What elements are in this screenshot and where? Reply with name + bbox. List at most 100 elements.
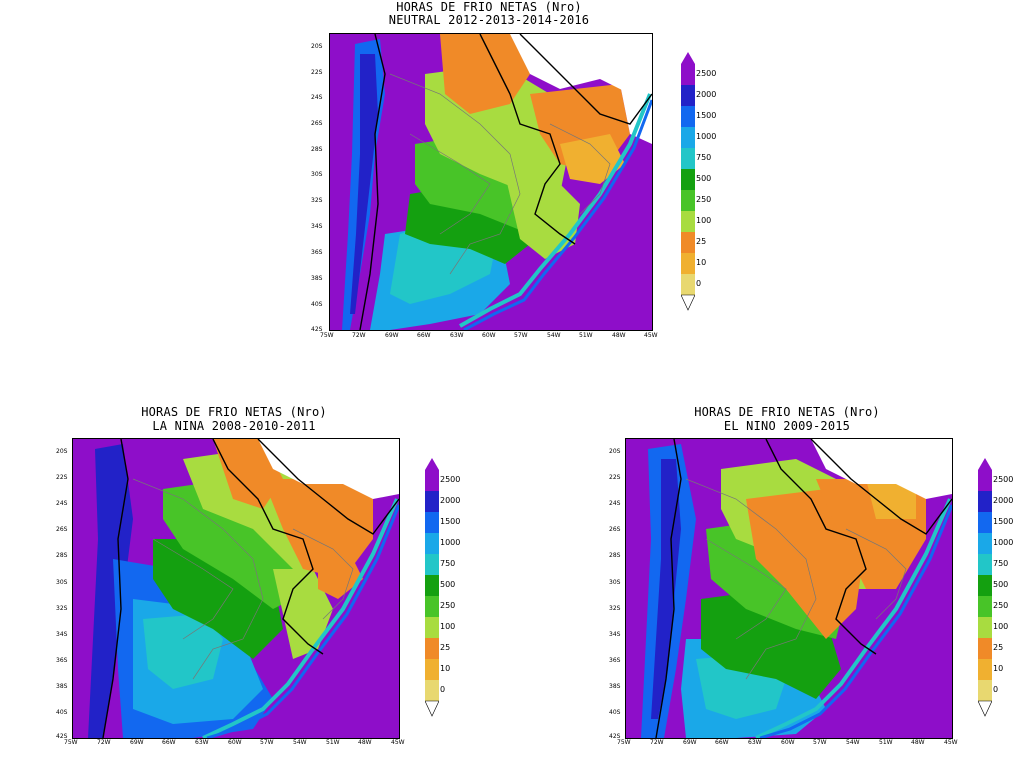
coast-band-blue bbox=[206, 504, 399, 738]
lon-label: 60W bbox=[781, 739, 795, 746]
lon-label: 60W bbox=[228, 739, 242, 746]
colorbar-label: 750 bbox=[993, 559, 1009, 568]
region-100b bbox=[273, 569, 333, 659]
region-white-2 bbox=[620, 79, 652, 144]
colorbar-label: 1000 bbox=[440, 538, 461, 547]
lat-label: 40S bbox=[609, 709, 621, 716]
lon-label: 45W bbox=[644, 332, 658, 339]
lat-label: 30S bbox=[609, 579, 621, 586]
coast-band-cyan bbox=[459, 93, 652, 328]
colorbar-label: 2000 bbox=[440, 496, 461, 505]
colorbar-label: 1500 bbox=[440, 517, 461, 526]
region-25 bbox=[213, 439, 283, 509]
province-borders bbox=[389, 73, 521, 275]
colorbar-label: 0 bbox=[993, 685, 999, 694]
region-white bbox=[811, 439, 952, 499]
country-borders bbox=[655, 439, 682, 738]
colorbar: 2500 2000 1500 1000 750 500 250 100 25 1… bbox=[978, 458, 1024, 718]
panel-nina: HORAS DE FRIO NETAS (Nro) LA NINA 2008-2… bbox=[0, 400, 512, 768]
lat-label: 24S bbox=[609, 500, 621, 507]
colorbar-label: 100 bbox=[993, 622, 1009, 631]
coast-band-cyan bbox=[755, 498, 952, 738]
country-borders-3 bbox=[257, 439, 399, 535]
colorbar-label: 2500 bbox=[993, 475, 1014, 484]
lat-label: 36S bbox=[56, 657, 68, 664]
lon-label: 66W bbox=[162, 739, 176, 746]
country-borders bbox=[359, 34, 386, 330]
lon-label: 51W bbox=[579, 332, 593, 339]
lat-label: 38S bbox=[311, 275, 323, 282]
colorbar-label: 10 bbox=[696, 258, 707, 267]
colorbar-label: 2500 bbox=[696, 69, 717, 78]
colorbar-label: 100 bbox=[440, 622, 456, 631]
colorbar-label: 0 bbox=[696, 279, 702, 288]
country-borders-3 bbox=[519, 34, 652, 125]
lat-label: 34S bbox=[609, 631, 621, 638]
province-borders-3 bbox=[292, 528, 354, 620]
panel-nino: HORAS DE FRIO NETAS (Nro) EL NINO 2009-2… bbox=[512, 400, 1024, 768]
lon-label: 54W bbox=[547, 332, 561, 339]
lon-label: 72W bbox=[97, 739, 111, 746]
lon-label: 45W bbox=[944, 739, 958, 746]
lat-label: 34S bbox=[56, 631, 68, 638]
colorbar-label: 250 bbox=[440, 601, 456, 610]
ocean-margin bbox=[330, 34, 350, 330]
map-frame bbox=[625, 438, 953, 739]
lat-label: 28S bbox=[311, 146, 323, 153]
panel-title-line1: HORAS DE FRIO NETAS (Nro) bbox=[141, 405, 327, 419]
colorbar-label: 500 bbox=[696, 174, 712, 183]
lon-label: 69W bbox=[130, 739, 144, 746]
lon-label: 66W bbox=[715, 739, 729, 746]
choropleth-map bbox=[330, 34, 652, 330]
coast-band-blue bbox=[759, 504, 952, 738]
lat-label: 30S bbox=[56, 579, 68, 586]
lat-label: 32S bbox=[311, 197, 323, 204]
lat-label: 32S bbox=[56, 605, 68, 612]
colorbar-label: 500 bbox=[993, 580, 1009, 589]
colorbar-label: 500 bbox=[440, 580, 456, 589]
colorbar-label: 250 bbox=[993, 601, 1009, 610]
lon-label: 75W bbox=[64, 739, 78, 746]
lat-label: 20S bbox=[311, 43, 323, 50]
province-borders-3 bbox=[845, 528, 907, 620]
lat-label: 28S bbox=[609, 552, 621, 559]
colorbar-arrow-top bbox=[681, 52, 695, 64]
region-750 bbox=[143, 614, 223, 689]
map-frame bbox=[329, 33, 653, 331]
panel-title-line2: EL NINO 2009-2015 bbox=[723, 419, 851, 433]
colorbar-label: 25 bbox=[440, 643, 451, 652]
lat-label: 22S bbox=[311, 69, 323, 76]
colorbar-label: 1500 bbox=[993, 517, 1014, 526]
lat-label: 42S bbox=[311, 326, 323, 333]
region-2000 bbox=[350, 54, 378, 314]
colorbar-label: 1000 bbox=[993, 538, 1014, 547]
lon-label: 75W bbox=[617, 739, 631, 746]
lon-label: 63W bbox=[195, 739, 209, 746]
lat-label: 20S bbox=[609, 448, 621, 455]
panel-neutral: HORAS DE FRIO NETAS (Nro) NEUTRAL 2012-2… bbox=[0, 0, 1024, 360]
country-borders-2 bbox=[212, 439, 324, 655]
lat-label: 42S bbox=[609, 733, 621, 740]
colorbar-label: 250 bbox=[696, 195, 712, 204]
lat-label: 42S bbox=[56, 733, 68, 740]
colorbar-swatches bbox=[425, 458, 439, 717]
colorbar-label: 25 bbox=[696, 237, 707, 246]
colorbar: 2500 2000 1500 1000 750 500 250 100 25 1… bbox=[681, 52, 731, 312]
region-25 bbox=[440, 34, 530, 114]
lon-label: 45W bbox=[391, 739, 405, 746]
colorbar-label: 1000 bbox=[696, 132, 717, 141]
lon-label: 57W bbox=[260, 739, 274, 746]
colorbar-label: 0 bbox=[440, 685, 446, 694]
colorbar-arrow-bottom bbox=[681, 294, 695, 311]
lat-label: 26S bbox=[609, 526, 621, 533]
colorbar-label: 750 bbox=[696, 153, 712, 162]
coast-band-cyan bbox=[202, 498, 399, 738]
colorbar-swatches bbox=[681, 52, 695, 311]
province-borders-3 bbox=[549, 123, 611, 215]
region-white bbox=[258, 439, 399, 499]
lat-label: 22S bbox=[609, 474, 621, 481]
lon-label: 51W bbox=[326, 739, 340, 746]
lat-label: 26S bbox=[56, 526, 68, 533]
lon-label: 63W bbox=[748, 739, 762, 746]
lon-label: 60W bbox=[482, 332, 496, 339]
